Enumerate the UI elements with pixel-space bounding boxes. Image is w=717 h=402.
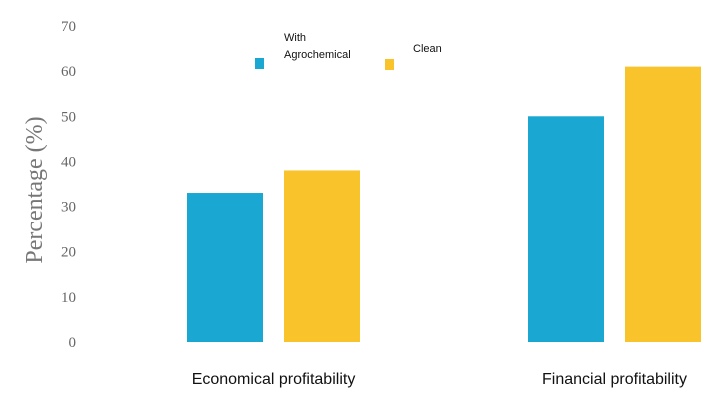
legend-swatch-clean	[385, 59, 394, 70]
bar-clean-economical-profitability	[284, 170, 360, 342]
y-axis-label: Percentage (%)	[22, 116, 48, 263]
bar-with-agrochemical-financial-profitability	[528, 116, 604, 343]
x-category-label: Financial profitability	[542, 371, 687, 388]
y-tick-label: 30	[61, 200, 76, 216]
bar-with-agrochemical-economical-profitability	[187, 193, 263, 342]
legend-label-with-agrochemical-line1: With	[284, 32, 306, 44]
legend-label-with-agrochemical-line2: Agrochemical	[284, 49, 351, 61]
x-category-label: Economical profitability	[192, 371, 356, 388]
y-tick-label: 50	[61, 109, 76, 125]
legend: With Agrochemical Clean	[255, 32, 442, 70]
bar-clean-financial-profitability	[625, 66, 701, 342]
legend-swatch-with-agrochemical	[255, 58, 264, 69]
y-tick-label: 0	[69, 335, 77, 351]
y-tick-label: 20	[61, 245, 76, 261]
legend-label-clean: Clean	[413, 43, 442, 55]
y-tick-label: 70	[61, 19, 76, 35]
y-tick-label: 60	[61, 64, 76, 80]
y-tick-label: 10	[61, 290, 76, 306]
y-tick-label: 40	[61, 154, 76, 170]
